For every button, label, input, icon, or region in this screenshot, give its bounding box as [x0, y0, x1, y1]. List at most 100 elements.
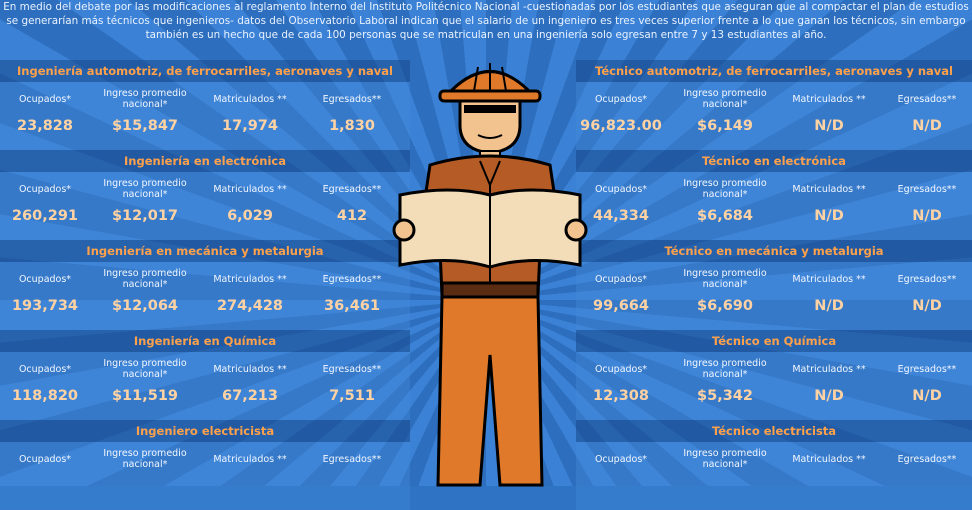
ocupados-col: Ocupados* 23,828	[0, 82, 90, 150]
matriculados-col: Matriculados ** N/D	[784, 82, 874, 150]
matriculados-label: Matriculados **	[792, 274, 866, 285]
block-title: Técnico automotriz, de ferrocarriles, ae…	[576, 60, 972, 82]
egresados-col: Egresados** N/D	[882, 172, 972, 240]
matriculados-value: 67,213	[222, 388, 278, 404]
egresados-label: Egresados**	[897, 364, 957, 375]
egresados-col: Egresados** N/D	[882, 352, 972, 420]
ocupados-col: Ocupados* 118,820	[0, 352, 90, 420]
ingreso-label: Ingreso promedio nacional*	[683, 448, 767, 470]
ingreso-value: $6,684	[697, 208, 753, 224]
ingreso-value: $12,017	[111, 208, 179, 224]
ocupados-label: Ocupados*	[18, 184, 72, 195]
ocupados-value: 44,334	[593, 208, 649, 224]
ingreso-col: Ingreso promedio nacional* $15,847	[100, 82, 190, 150]
ingreso-col: Ingreso promedio nacional* $12,064	[100, 262, 190, 330]
stat-row: Ocupados* Ingreso promedio nacional* Mat…	[0, 442, 410, 510]
worker-illustration	[392, 63, 588, 487]
stat-block: Ingeniero electricista Ocupados* Ingreso…	[0, 420, 410, 510]
matriculados-value: N/D	[814, 118, 844, 134]
block-title: Técnico electricista	[576, 420, 972, 442]
egresados-label: Egresados**	[897, 274, 957, 285]
ocupados-value: 260,291	[11, 208, 79, 224]
ocupados-value: 193,734	[11, 298, 79, 314]
egresados-label: Egresados**	[897, 454, 957, 465]
matriculados-col: Matriculados **	[205, 442, 295, 510]
egresados-value: 7,511	[329, 388, 375, 404]
stat-row: Ocupados* 96,823.00 Ingreso promedio naci…	[576, 82, 972, 150]
egresados-value: 412	[336, 208, 368, 224]
ocupados-label: Ocupados*	[18, 94, 72, 105]
matriculados-col: Matriculados ** N/D	[784, 262, 874, 330]
ingreso-label: Ingreso promedio nacional*	[103, 88, 187, 110]
egresados-value: 36,461	[324, 298, 380, 314]
ocupados-label: Ocupados*	[594, 94, 648, 105]
egresados-value: 1,830	[329, 118, 375, 134]
ingreso-label: Ingreso promedio nacional*	[103, 268, 187, 290]
ocupados-col: Ocupados* 99,664	[576, 262, 666, 330]
egresados-label: Egresados**	[322, 364, 382, 375]
matriculados-label: Matriculados **	[792, 94, 866, 105]
matriculados-value: N/D	[814, 298, 844, 314]
ocupados-value: 99,664	[593, 298, 649, 314]
ingreso-value: $6,690	[697, 298, 753, 314]
stat-row: Ocupados* 12,308 Ingreso promedio naciona…	[576, 352, 972, 420]
egresados-value: N/D	[912, 118, 942, 134]
ocupados-label: Ocupados*	[18, 274, 72, 285]
ingreso-label: Ingreso promedio nacional*	[103, 178, 187, 200]
ingreso-value: $11,519	[111, 388, 179, 404]
matriculados-col: Matriculados ** 67,213	[205, 352, 295, 420]
ingreso-label: Ingreso promedio nacional*	[683, 268, 767, 290]
ocupados-col: Ocupados* 44,334	[576, 172, 666, 240]
egresados-col: Egresados** 36,461	[307, 262, 397, 330]
intro-paragraph: En medio del debate por las modificacion…	[3, 1, 969, 41]
ocupados-col: Ocupados* 193,734	[0, 262, 90, 330]
egresados-label: Egresados**	[897, 184, 957, 195]
stat-row: Ocupados* 260,291 Ingreso promedio nacion…	[0, 172, 410, 240]
ingreso-value: $15,847	[111, 118, 179, 134]
ocupados-label: Ocupados*	[594, 454, 648, 465]
block-title: Técnico en electrónica	[576, 150, 972, 172]
matriculados-col: Matriculados ** 6,029	[205, 172, 295, 240]
matriculados-col: Matriculados **	[784, 442, 874, 510]
ocupados-label: Ocupados*	[18, 454, 72, 465]
ingreso-label: Ingreso promedio nacional*	[103, 448, 187, 470]
egresados-col: Egresados**	[307, 442, 397, 510]
ingreso-label: Ingreso promedio nacional*	[683, 88, 767, 110]
block-title: Ingeniería automotriz, de ferrocarriles,…	[0, 60, 410, 82]
block-title: Técnico en Química	[576, 330, 972, 352]
ingreso-value: $6,149	[697, 118, 753, 134]
matriculados-label: Matriculados **	[792, 454, 866, 465]
stat-block: Ingeniería en electrónica Ocupados* 260,2…	[0, 150, 410, 240]
ocupados-value: 12,308	[593, 388, 649, 404]
matriculados-label: Matriculados **	[213, 454, 287, 465]
hard-hat-icon	[438, 63, 542, 103]
egresados-value: N/D	[912, 298, 942, 314]
ingreso-col: Ingreso promedio nacional* $11,519	[100, 352, 190, 420]
ingreso-col: Ingreso promedio nacional* $6,690	[680, 262, 770, 330]
ingreso-col: Ingreso promedio nacional* $6,684	[680, 172, 770, 240]
egresados-value: N/D	[912, 208, 942, 224]
matriculados-value: 274,428	[216, 298, 284, 314]
ingreso-value: $5,342	[697, 388, 753, 404]
matriculados-value: 17,974	[222, 118, 278, 134]
matriculados-col: Matriculados ** 274,428	[205, 262, 295, 330]
matriculados-label: Matriculados **	[213, 184, 287, 195]
stat-block: Ingeniería en mecánica y metalurgia Ocup…	[0, 240, 410, 330]
matriculados-value: N/D	[814, 388, 844, 404]
egresados-label: Egresados**	[322, 454, 382, 465]
egresados-value: N/D	[912, 388, 942, 404]
stat-block: Técnico electricista Ocupados* Ingreso p…	[576, 420, 972, 510]
ocupados-value: 118,820	[11, 388, 79, 404]
ingreso-label: Ingreso promedio nacional*	[103, 358, 187, 380]
matriculados-col: Matriculados ** 17,974	[205, 82, 295, 150]
egresados-label: Egresados**	[897, 94, 957, 105]
ingreso-col: Ingreso promedio nacional* $6,149	[680, 82, 770, 150]
ingreso-label: Ingreso promedio nacional*	[683, 358, 767, 380]
ingreso-label: Ingreso promedio nacional*	[683, 178, 767, 200]
ocupados-label: Ocupados*	[594, 274, 648, 285]
egresados-label: Egresados**	[322, 274, 382, 285]
ocupados-col: Ocupados*	[0, 442, 90, 510]
ocupados-col: Ocupados* 260,291	[0, 172, 90, 240]
stat-row: Ocupados* 44,334 Ingreso promedio naciona…	[576, 172, 972, 240]
ocupados-col: Ocupados* 12,308	[576, 352, 666, 420]
